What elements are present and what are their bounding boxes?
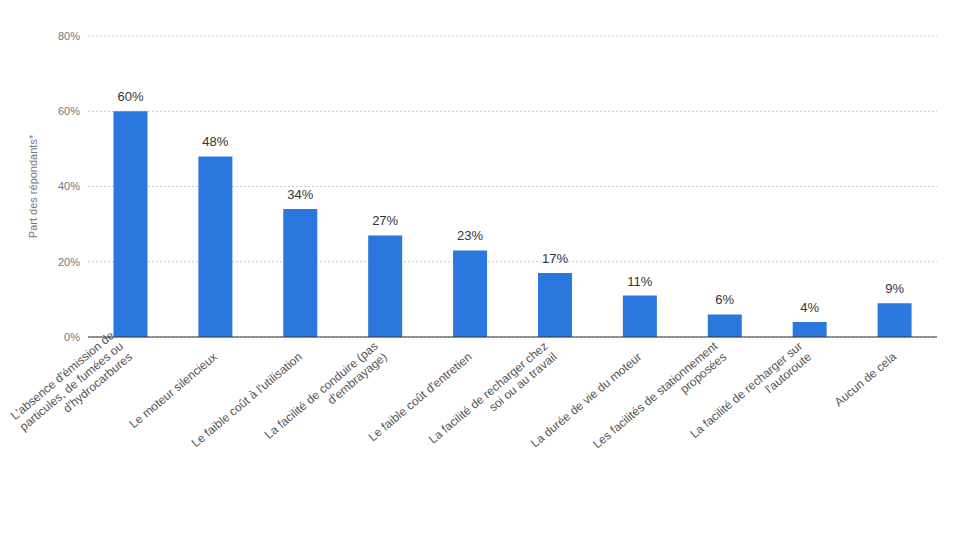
svg-text:Le faible coût d'entretien: Le faible coût d'entretien: [366, 350, 475, 445]
svg-text:4%: 4%: [800, 300, 819, 315]
svg-text:34%: 34%: [287, 187, 313, 202]
svg-text:17%: 17%: [542, 251, 568, 266]
svg-text:Le faible coût à l'utilisation: Le faible coût à l'utilisation: [189, 350, 305, 451]
svg-text:60%: 60%: [58, 105, 80, 117]
svg-text:Part des répondants*: Part des répondants*: [27, 134, 39, 238]
svg-text:9%: 9%: [885, 281, 904, 296]
svg-text:Les facilités de stationnement: Les facilités de stationnementproposées: [590, 338, 730, 461]
svg-text:40%: 40%: [58, 180, 80, 192]
svg-text:11%: 11%: [627, 274, 652, 289]
svg-text:60%: 60%: [117, 89, 143, 104]
svg-text:27%: 27%: [372, 213, 398, 228]
svg-text:Aucun de cela: Aucun de cela: [832, 349, 900, 409]
svg-text:La facilité de recharger surl': La facilité de recharger surl'autoroute: [687, 339, 814, 452]
svg-text:23%: 23%: [457, 228, 483, 243]
svg-text:20%: 20%: [58, 256, 80, 268]
svg-text:La durée de vie du moteur: La durée de vie du moteur: [528, 350, 644, 451]
svg-text:Le moteur silencieux: Le moteur silencieux: [127, 350, 220, 431]
svg-text:6%: 6%: [715, 292, 734, 307]
svg-text:80%: 80%: [58, 30, 80, 42]
svg-text:0%: 0%: [64, 331, 80, 343]
svg-text:48%: 48%: [202, 134, 228, 149]
svg-text:L'absence d'émission departicu: L'absence d'émission departicules, de fu…: [8, 328, 135, 444]
